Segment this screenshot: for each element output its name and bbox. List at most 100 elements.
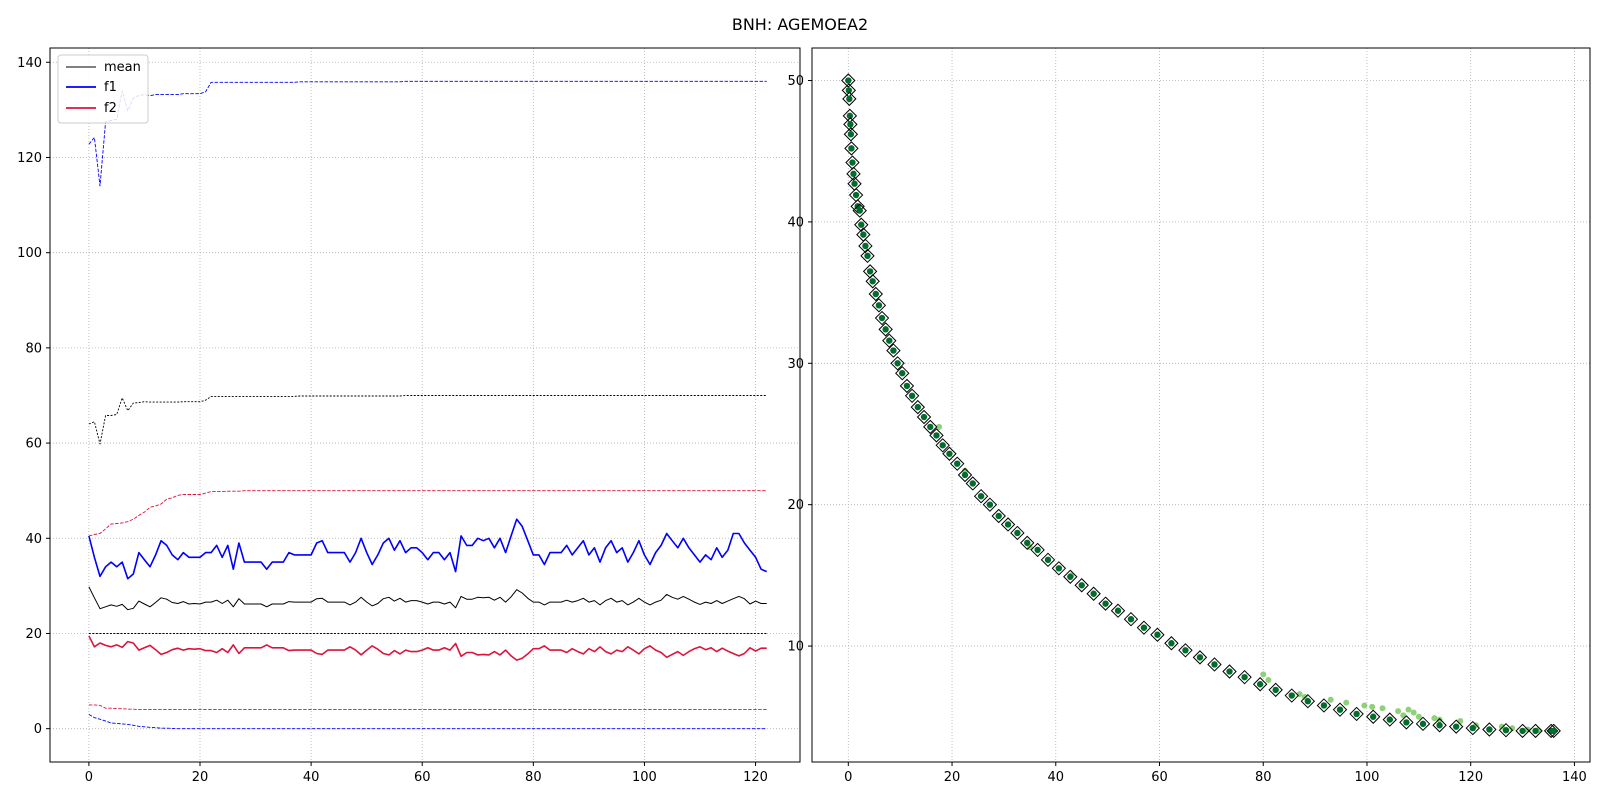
series-line-mean	[88, 586, 767, 611]
front-point	[872, 290, 879, 298]
population-point	[1327, 696, 1334, 703]
front-diamond-marker	[1207, 657, 1222, 672]
left-ytick-label: 0	[34, 722, 42, 737]
front-diamond-marker	[1178, 643, 1193, 658]
population-point	[1457, 717, 1464, 724]
front-point	[995, 512, 1002, 520]
front-diamond-marker	[878, 322, 893, 337]
front-point	[1386, 716, 1393, 723]
front-diamond-marker	[1063, 569, 1078, 584]
left-ytick-label: 100	[17, 246, 42, 261]
front-point	[1196, 654, 1204, 661]
front-diamond-marker	[1010, 525, 1025, 541]
front-diamond-marker	[1051, 561, 1067, 576]
left-ytick-label: 20	[25, 627, 42, 642]
front-diamond-marker	[890, 356, 905, 371]
front-point	[1211, 661, 1218, 668]
series-line-mean-max	[88, 395, 767, 445]
front-point	[1102, 600, 1109, 607]
left-xtick-label: 40	[303, 770, 320, 785]
population-point	[1509, 725, 1516, 732]
front-diamond-marker	[916, 409, 932, 425]
population-point	[1379, 705, 1386, 712]
population-point	[1395, 708, 1402, 715]
left-ytick-label: 140	[17, 56, 42, 71]
series-line-f2	[88, 635, 767, 661]
front-diamond-marker	[886, 343, 901, 358]
front-diamond-marker	[982, 497, 998, 512]
front-diamond-marker	[1546, 723, 1561, 739]
front-diamond-marker	[1237, 669, 1252, 685]
front-diamond-marker	[882, 333, 897, 348]
front-diamond-marker	[1349, 706, 1364, 722]
front-point	[894, 360, 901, 367]
right-ytick-label: 30	[787, 357, 804, 372]
front-diamond-marker	[1020, 535, 1035, 551]
front-point	[1436, 722, 1443, 729]
front-diamond-marker	[865, 274, 880, 289]
front-diamond-marker	[965, 476, 980, 491]
population-point	[1405, 706, 1412, 713]
population-point	[936, 423, 943, 430]
population-point	[1410, 709, 1417, 716]
series-line-f2-max	[88, 490, 767, 537]
front-diamond-marker	[1110, 603, 1126, 618]
front-diamond-marker	[1332, 702, 1348, 717]
left-axes: 0 20 40 60 80 100 120 0 20 40 60 80 100 120 140 mean f…	[17, 47, 801, 785]
front-point	[851, 180, 858, 187]
front-diamond-marker	[1000, 517, 1016, 532]
front-point	[939, 442, 946, 449]
front-point	[914, 403, 922, 411]
right-ytick-label: 10	[787, 640, 804, 655]
right-xtick-label: 0	[844, 770, 852, 785]
front-diamond-marker	[1316, 698, 1332, 713]
population-point	[1343, 699, 1350, 706]
front-point	[1419, 720, 1427, 728]
front-point	[1226, 668, 1233, 675]
front-diamond-marker	[1040, 552, 1056, 568]
series-line-f1	[88, 518, 768, 580]
legend-label-f1: f1	[104, 80, 117, 95]
front-point	[1288, 692, 1295, 699]
right-grid	[812, 48, 1590, 762]
right-xtick-label: 80	[1255, 770, 1272, 785]
front-diamond-marker	[1515, 723, 1530, 739]
front-point	[1182, 647, 1189, 654]
left-xtick-label: 0	[85, 770, 93, 785]
front-diamond-marker	[935, 438, 950, 453]
front-point	[847, 121, 854, 128]
front-diamond-marker	[1074, 578, 1089, 593]
front-point	[1452, 723, 1460, 730]
front-point	[1403, 719, 1410, 726]
right-ytick-label: 20	[787, 498, 804, 513]
front-point	[954, 460, 961, 467]
front-point	[1067, 573, 1074, 580]
front-point	[846, 95, 853, 103]
front-point	[862, 242, 869, 250]
front-diamond-marker	[1382, 712, 1398, 727]
front-point	[848, 145, 855, 152]
front-point	[927, 423, 934, 431]
front-diamond-marker	[923, 419, 938, 435]
front-point	[890, 347, 897, 354]
front-point	[946, 450, 953, 457]
right-xtick-label: 60	[1151, 770, 1168, 785]
front-point	[1024, 539, 1031, 547]
front-point	[920, 413, 928, 421]
right-axes: 0 20 40 60 80 100 120 140 10 20 30 40 50	[787, 47, 1591, 785]
left-xtick-label: 100	[632, 770, 657, 785]
right-xtick-label: 100	[1355, 770, 1380, 785]
front-point	[1336, 706, 1344, 713]
population-point	[1369, 703, 1376, 710]
right-ticks: 0 20 40 60 80 100 120 140 10 20 30 40 50	[787, 74, 1586, 785]
front-point	[933, 432, 940, 439]
front-point	[1272, 686, 1279, 694]
front-point	[1486, 726, 1493, 733]
right-ytick-label: 50	[787, 74, 804, 89]
legend-box	[57, 54, 149, 124]
right-xtick-label: 140	[1562, 770, 1587, 785]
front-point	[847, 131, 855, 138]
front-point	[846, 112, 854, 120]
front-point	[882, 326, 889, 333]
